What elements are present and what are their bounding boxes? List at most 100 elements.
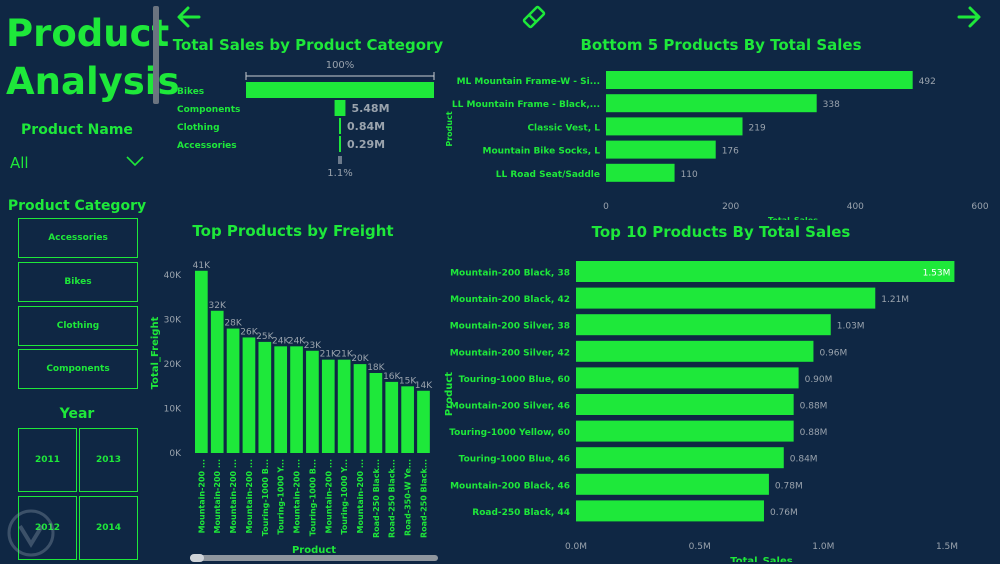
bar bbox=[606, 140, 716, 159]
year-button-2012[interactable]: 2012 bbox=[18, 496, 77, 560]
column-value-label: 16K bbox=[383, 372, 401, 382]
bottom5-chart-title: Bottom 5 Products By Total Sales bbox=[580, 36, 862, 54]
bar bbox=[606, 163, 675, 182]
bar-value-label: 0.76M bbox=[770, 508, 798, 518]
x-tick-label: 0 bbox=[603, 202, 609, 212]
column-value-label: 14K bbox=[415, 381, 433, 391]
column-value-label: 25K bbox=[256, 332, 274, 342]
scrollbar-thumb[interactable] bbox=[190, 554, 204, 562]
column bbox=[321, 359, 335, 453]
x-tick-label: 600 bbox=[971, 202, 988, 212]
watermark-logo bbox=[4, 506, 58, 560]
column bbox=[337, 359, 351, 453]
bar-category-label: Mountain-200 Black, 42 bbox=[450, 295, 570, 305]
bar-value-label: 0.78M bbox=[775, 481, 803, 491]
category-button-clothing[interactable]: Clothing bbox=[18, 306, 138, 346]
bar bbox=[576, 261, 955, 282]
bar-value-label: 0.90M bbox=[805, 375, 833, 385]
y-tick-label: 10K bbox=[164, 405, 182, 415]
x-category-label: Mountain-200 ... bbox=[197, 459, 206, 533]
bar bbox=[576, 473, 769, 495]
bar bbox=[606, 117, 743, 136]
year-button-2014[interactable]: 2014 bbox=[79, 496, 138, 560]
arrow-left-icon bbox=[177, 6, 201, 28]
category-button-bikes[interactable]: Bikes bbox=[18, 262, 138, 302]
bar bbox=[576, 340, 814, 362]
column-value-label: 18K bbox=[367, 363, 385, 373]
top10-bar-chart[interactable]: Mountain-200 Black, 38 1.53M Mountain-200 … bbox=[440, 254, 995, 562]
y-axis-title: Product bbox=[444, 372, 455, 416]
x-category-label: Road-350-W Ye... bbox=[404, 459, 413, 536]
category-button-accessories[interactable]: Accessories bbox=[18, 218, 138, 258]
bar bbox=[576, 314, 831, 336]
x-category-label: Road-250 Black... bbox=[419, 459, 428, 538]
bar-value-label: 176 bbox=[722, 147, 739, 157]
funnel-chart[interactable]: 100% Bikes Components 5.48M Clothing 0.84M Acc… bbox=[170, 56, 450, 184]
page-title: Product Analysis bbox=[6, 12, 180, 103]
chevron-down-icon bbox=[126, 156, 144, 167]
year-button-2011[interactable]: 2011 bbox=[18, 428, 77, 492]
top10-chart-title: Top 10 Products By Total Sales bbox=[591, 223, 851, 241]
bar bbox=[576, 500, 764, 522]
x-category-label: Mountain-200 ... bbox=[229, 459, 238, 533]
column bbox=[385, 381, 399, 453]
bar-value-label: 1.03M bbox=[837, 322, 865, 332]
x-tick-label: 1.5M bbox=[936, 542, 958, 552]
x-category-label: Touring-1000 B... bbox=[261, 459, 270, 536]
column bbox=[210, 310, 224, 453]
x-tick-label: 0.0M bbox=[565, 542, 587, 552]
column bbox=[274, 346, 288, 453]
product-name-dropdown[interactable]: All bbox=[10, 152, 146, 174]
bar-category-label: Touring-1000 Blue, 46 bbox=[459, 455, 570, 465]
bar bbox=[576, 394, 794, 415]
funnel-category-label: Components bbox=[177, 105, 240, 115]
clear-filters-button[interactable] bbox=[520, 3, 548, 31]
column-value-label: 41K bbox=[193, 261, 211, 271]
back-button[interactable] bbox=[176, 4, 202, 30]
bar-value-label: 0.88M bbox=[800, 402, 828, 412]
bar-category-label: ML Mountain Frame-W - Si... bbox=[457, 77, 600, 87]
column-value-label: 21K bbox=[335, 350, 353, 360]
column-value-label: 32K bbox=[209, 301, 227, 311]
bar-category-label: Mountain Bike Socks, L bbox=[482, 147, 600, 157]
x-tick-label: 1.0M bbox=[812, 542, 834, 552]
forward-button[interactable] bbox=[956, 4, 982, 30]
product-name-dropdown-value: All bbox=[10, 154, 29, 172]
y-axis-title: Product bbox=[445, 111, 454, 146]
bar-category-label: Mountain-200 Black, 46 bbox=[450, 481, 570, 491]
bar bbox=[576, 367, 799, 389]
x-tick-label: 0.5M bbox=[689, 542, 711, 552]
category-button-components[interactable]: Components bbox=[18, 349, 138, 389]
freight-column-chart[interactable]: 0K 10K 20K 30K 40K 41K Mountain-200 ... 32K Moun… bbox=[145, 245, 445, 557]
bar bbox=[606, 94, 817, 113]
bar-category-label: Classic Vest, L bbox=[527, 123, 600, 133]
x-category-label: Mountain-200 ... bbox=[324, 459, 333, 533]
x-category-label: Touring-1000 Y... bbox=[340, 459, 349, 535]
y-tick-label: 30K bbox=[164, 316, 182, 326]
funnel-value-label: 0.84M bbox=[347, 120, 385, 133]
bar-category-label: Mountain-200 Black, 38 bbox=[450, 269, 570, 279]
column-value-label: 26K bbox=[240, 327, 258, 337]
funnel-bar bbox=[246, 82, 434, 98]
x-category-label: Touring-1000 B... bbox=[308, 459, 317, 536]
x-category-label: Mountain-200 ... bbox=[245, 459, 254, 533]
column bbox=[195, 270, 208, 453]
year-button-2013[interactable]: 2013 bbox=[79, 428, 138, 492]
freight-chart-scrollbar[interactable] bbox=[190, 554, 438, 562]
column bbox=[306, 350, 319, 453]
bar-category-label: LL Road Seat/Saddle bbox=[496, 170, 600, 180]
column-value-label: 15K bbox=[399, 376, 417, 386]
bar-value-label: 492 bbox=[919, 77, 936, 87]
bar bbox=[576, 287, 876, 309]
title-scrollbar[interactable] bbox=[153, 6, 159, 104]
bottom5-bar-chart[interactable]: ML Mountain Frame-W - Si... 492 LL Mountai… bbox=[440, 62, 995, 220]
y-tick-label: 0K bbox=[169, 449, 182, 459]
y-tick-label: 40K bbox=[164, 271, 182, 281]
column bbox=[417, 390, 430, 453]
x-category-label: Mountain-200 ... bbox=[293, 459, 302, 533]
funnel-value-label: 5.48M bbox=[351, 102, 389, 115]
bar-category-label: Touring-1000 Blue, 60 bbox=[459, 375, 570, 385]
bar-value-label: 0.84M bbox=[790, 455, 818, 465]
x-category-label: Road-250 Black... bbox=[388, 459, 397, 538]
bar-value-label: 0.96M bbox=[819, 348, 847, 358]
